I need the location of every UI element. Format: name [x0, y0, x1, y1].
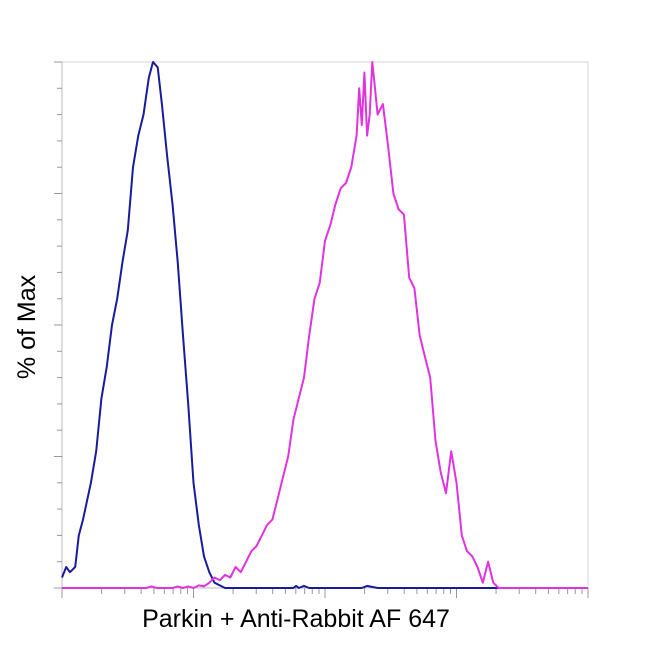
x-axis-ticks [61, 588, 589, 598]
plot-border [61, 61, 589, 589]
y-axis-label: % of Max [13, 274, 41, 379]
y-axis-ticks [54, 61, 62, 589]
plot-frame [61, 61, 589, 589]
histogram-series-1 [61, 61, 588, 589]
series-layer [61, 61, 588, 589]
histogram-series-2 [62, 61, 588, 589]
x-axis-label: Parkin + Anti-Rabbit AF 647 [142, 605, 450, 633]
